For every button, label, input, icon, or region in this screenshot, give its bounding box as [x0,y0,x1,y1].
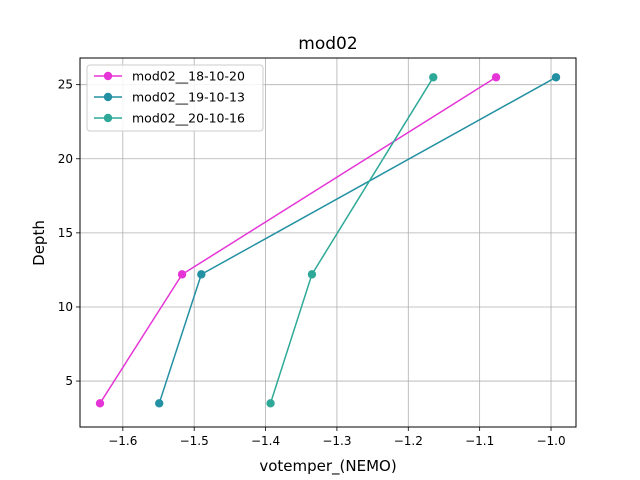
x-tick-label: −1.0 [536,434,565,448]
legend: mod02__18-10-20 mod02__19-10-13 mod02__20-… [86,64,264,132]
x-axis-ticks: −1.6 −1.5 −1.4 −1.3 −1.2 −1.1 −1.0 [108,427,566,448]
y-tick-label: 15 [58,226,73,240]
data-point [177,270,187,279]
data-point [429,73,438,82]
x-tick-label: −1.6 [108,434,137,448]
data-point [266,399,275,408]
y-tick-label: 10 [58,300,73,314]
x-tick-label: −1.4 [251,434,280,448]
data-point [491,73,501,82]
legend-marker-1 [103,71,113,81]
plot-frame [79,57,577,428]
y-axis-ticks: 5 10 15 20 25 [58,78,80,388]
series-layer [95,73,561,408]
y-tick-label: 5 [65,374,73,388]
x-tick-label: −1.2 [394,434,423,448]
data-point [307,270,317,279]
chart-title: mod02 [298,34,357,54]
legend-label-3: mod02__20-10-16 [132,111,245,126]
data-point [197,270,206,279]
legend-label-1: mod02__18-10-20 [132,69,245,84]
legend-marker-3 [103,113,113,123]
data-point [95,399,105,408]
data-point [551,73,561,82]
x-tick-label: −1.1 [465,434,494,448]
y-tick-label: 25 [58,78,73,92]
x-axis-label: votemper_(NEMO) [259,457,396,476]
legend-marker-2 [103,92,113,102]
x-tick-label: −1.5 [180,434,209,448]
data-point [155,399,164,408]
grid-lines [80,58,576,427]
legend-box [86,64,264,132]
x-tick-label: −1.3 [322,434,351,448]
y-axis-label: Depth [30,220,48,266]
y-tick-label: 20 [58,152,73,166]
legend-label-2: mod02__19-10-13 [132,90,245,105]
